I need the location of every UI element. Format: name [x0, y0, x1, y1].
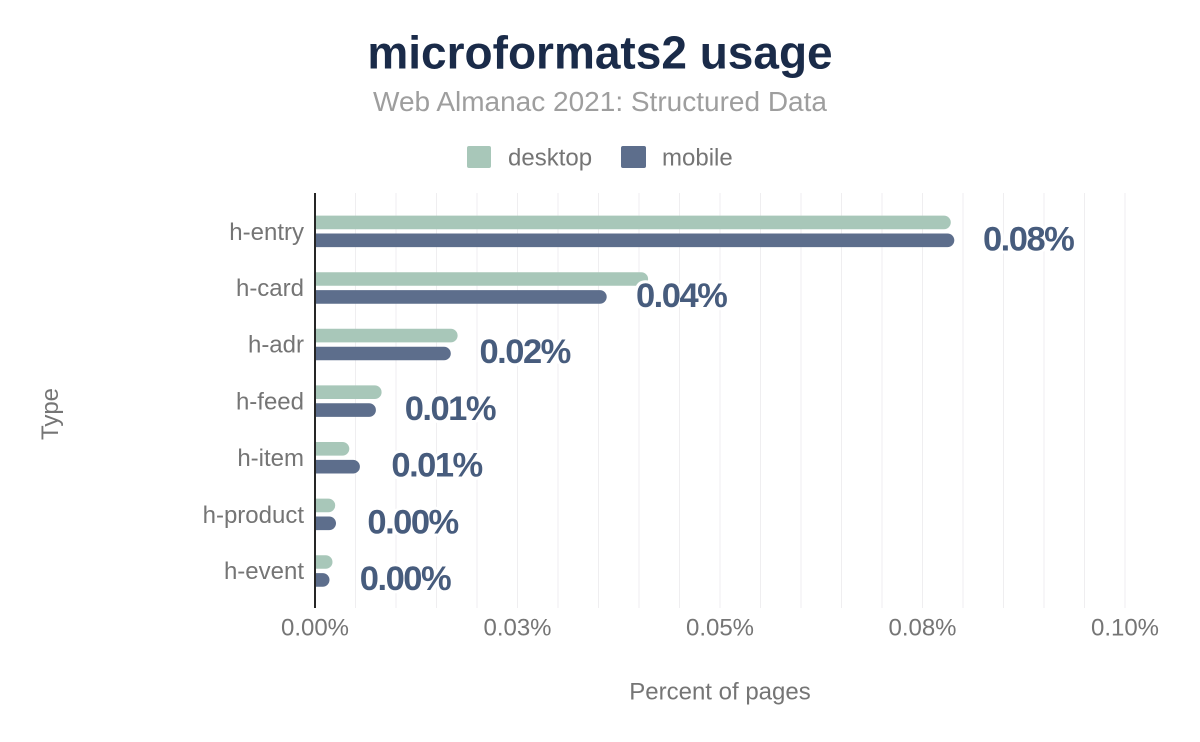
svg-text:0.01%: 0.01% — [391, 447, 482, 485]
svg-text:0.00%: 0.00% — [281, 615, 349, 642]
svg-text:desktop: desktop — [508, 145, 592, 172]
svg-text:0.03%: 0.03% — [483, 615, 551, 642]
svg-text:0.02%: 0.02% — [480, 333, 571, 371]
svg-text:0.08%: 0.08% — [888, 615, 956, 642]
svg-text:h-event: h-event — [224, 558, 304, 585]
svg-text:Web Almanac 2021: Structured D: Web Almanac 2021: Structured Data — [373, 86, 827, 117]
svg-text:Percent of pages: Percent of pages — [629, 679, 810, 706]
svg-text:microformats2 usage: microformats2 usage — [367, 27, 832, 79]
svg-text:h-entry: h-entry — [229, 219, 304, 246]
svg-text:h-product: h-product — [203, 502, 305, 529]
svg-text:h-feed: h-feed — [236, 388, 304, 415]
svg-text:h-item: h-item — [237, 445, 304, 472]
svg-text:Type: Type — [37, 388, 64, 440]
svg-text:h-adr: h-adr — [248, 332, 304, 359]
svg-text:0.05%: 0.05% — [686, 615, 754, 642]
svg-text:0.08%: 0.08% — [983, 221, 1074, 259]
svg-text:h-card: h-card — [236, 275, 304, 302]
svg-text:0.00%: 0.00% — [360, 560, 451, 598]
svg-text:mobile: mobile — [662, 145, 733, 172]
svg-text:0.01%: 0.01% — [405, 390, 496, 428]
svg-text:0.10%: 0.10% — [1091, 615, 1159, 642]
svg-text:0.04%: 0.04% — [636, 277, 727, 315]
svg-text:0.00%: 0.00% — [367, 504, 458, 542]
